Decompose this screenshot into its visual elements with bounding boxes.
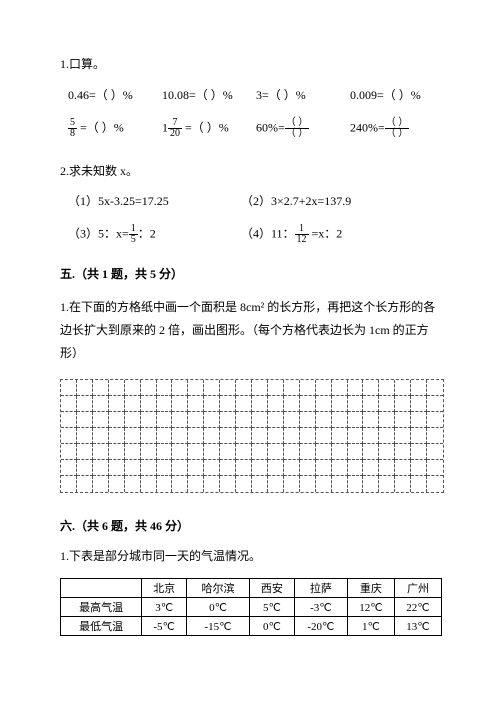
- q2-d: （4）11：112 =x：2: [241, 224, 444, 245]
- table-cell: 0℃: [187, 598, 250, 617]
- table-cell: -20℃: [294, 617, 347, 636]
- table-cell: 22℃: [394, 598, 441, 617]
- q2-row2: （3）5：x=15：2 （4）11：112 =x：2: [60, 224, 444, 245]
- table-cell: 3℃: [142, 598, 187, 617]
- q1-r2-c: 60%=（ ）（ ）: [256, 118, 350, 139]
- table-header: 北京: [142, 579, 187, 598]
- table-cell: 5℃: [250, 598, 295, 617]
- grid-paper: [60, 379, 444, 493]
- table-cell: 最高气温: [61, 598, 142, 617]
- table-header: 哈尔滨: [187, 579, 250, 598]
- table-header: [61, 579, 142, 598]
- table-header: 西安: [250, 579, 295, 598]
- q1-row2: 58 =（ ）% 1720 =（ ）% 60%=（ ）（ ） 240%=（ ）（…: [60, 118, 444, 139]
- section6-q1: 1.下表是部分城市同一天的气温情况。: [60, 548, 444, 565]
- q1-r1-b: 10.08=（ ）%: [162, 87, 256, 104]
- q1-r2-b: 1720 =（ ）%: [162, 118, 256, 139]
- q1-r1-c: 3=（ ）%: [256, 87, 350, 104]
- section5-heading: 五.（共 1 题，共 5 分）: [60, 265, 444, 282]
- table-cell: 最低气温: [61, 617, 142, 636]
- q1-r1-a: 0.46=（ ）%: [68, 87, 162, 104]
- table-cell: -5℃: [142, 617, 187, 636]
- table-cell: -15℃: [187, 617, 250, 636]
- q1-title: 1.口算。: [60, 56, 444, 73]
- q2-title: 2.求未知数 x。: [60, 163, 444, 180]
- table-cell: 13℃: [394, 617, 441, 636]
- temperature-table: 北京哈尔滨西安拉萨重庆广州 最高气温3℃0℃5℃-3℃12℃22℃ 最低气温-5…: [60, 578, 442, 636]
- q2-b: （2）3×2.7+2x=137.9: [241, 193, 444, 210]
- table-row: 最高气温3℃0℃5℃-3℃12℃22℃: [61, 598, 442, 617]
- q1-row1: 0.46=（ ）% 10.08=（ ）% 3=（ ）% 0.009=（ ）%: [60, 87, 444, 104]
- table-header: 重庆: [347, 579, 394, 598]
- q1-r1-d: 0.009=（ ）%: [350, 87, 444, 104]
- section6-heading: 六.（共 6 题，共 46 分）: [60, 517, 444, 534]
- section5-text: 1.在下面的方格纸中画一个面积是 8cm² 的长方形，再把这个长方形的各边长扩大…: [60, 296, 444, 364]
- table-header: 广州: [394, 579, 441, 598]
- q1-r2-d: 240%=（ ）（ ）: [350, 118, 444, 139]
- table-cell: 1℃: [347, 617, 394, 636]
- table-header: 拉萨: [294, 579, 347, 598]
- q2-row1: （1）5x-3.25=17.25 （2）3×2.7+2x=137.9: [60, 193, 444, 210]
- table-row: 最低气温-5℃-15℃0℃-20℃1℃13℃: [61, 617, 442, 636]
- table-cell: 0℃: [250, 617, 295, 636]
- q2-c: （3）5：x=15：2: [68, 224, 241, 245]
- q2-a: （1）5x-3.25=17.25: [68, 193, 241, 210]
- q1-r2-a: 58 =（ ）%: [68, 118, 162, 139]
- table-cell: 12℃: [347, 598, 394, 617]
- table-cell: -3℃: [294, 598, 347, 617]
- table-header-row: 北京哈尔滨西安拉萨重庆广州: [61, 579, 442, 598]
